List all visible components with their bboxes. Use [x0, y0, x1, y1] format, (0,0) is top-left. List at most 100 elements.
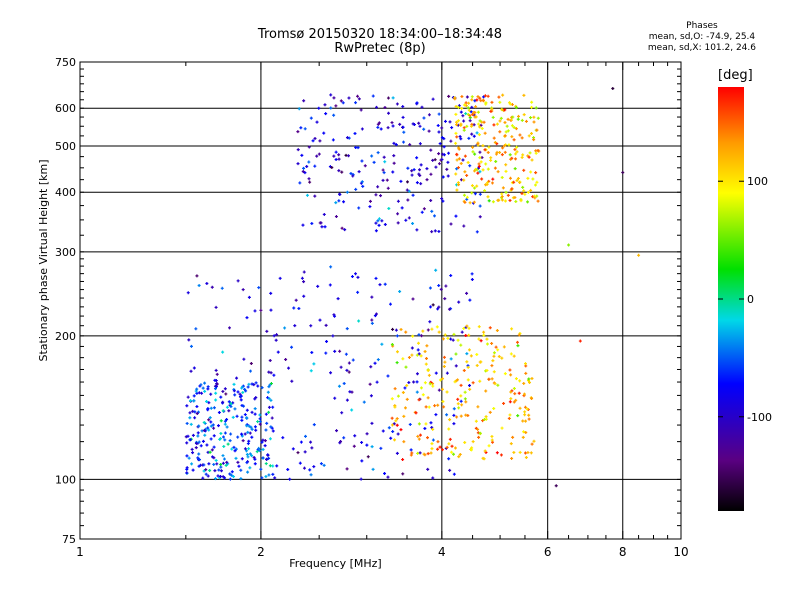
data-point	[509, 373, 513, 377]
data-point	[284, 358, 288, 362]
data-point	[228, 439, 232, 443]
data-point	[377, 217, 381, 221]
data-point	[401, 115, 405, 119]
data-point	[480, 126, 484, 130]
y-tick-label: 200	[55, 330, 76, 343]
data-point	[298, 461, 302, 465]
data-point	[494, 160, 498, 164]
data-point	[329, 106, 333, 110]
data-point	[356, 94, 360, 98]
data-point	[486, 167, 490, 171]
data-point	[245, 452, 249, 456]
data-point	[514, 377, 518, 381]
data-point	[465, 360, 469, 364]
data-point	[511, 435, 515, 439]
data-point	[455, 415, 459, 419]
data-point	[215, 462, 219, 466]
data-point	[477, 133, 481, 137]
plot-frame	[79, 61, 682, 540]
phase-stats-heading: Phases	[686, 21, 718, 31]
data-point	[302, 99, 306, 103]
data-point	[196, 434, 200, 438]
data-point	[507, 416, 511, 420]
data-point	[224, 392, 228, 396]
data-point	[221, 409, 225, 413]
data-point	[533, 183, 537, 187]
data-point	[239, 468, 243, 472]
data-point	[365, 443, 369, 447]
data-point	[499, 453, 503, 457]
data-point	[487, 444, 491, 448]
data-point	[452, 422, 456, 426]
data-point	[212, 406, 216, 410]
data-point	[506, 193, 510, 197]
data-point	[258, 420, 262, 424]
data-point	[186, 434, 190, 438]
data-point	[361, 184, 365, 188]
data-point	[267, 370, 271, 374]
data-point	[455, 188, 459, 192]
chart-title-line1: Tromsø 20150320 18:34:00–18:34:48	[257, 27, 503, 42]
data-point	[411, 297, 415, 301]
data-point	[477, 435, 481, 439]
data-point	[521, 419, 525, 423]
data-point	[443, 360, 447, 364]
data-point	[486, 150, 490, 154]
data-point	[467, 101, 471, 105]
data-point	[272, 334, 276, 338]
x-tick-label: 4	[438, 545, 446, 559]
data-point	[428, 320, 432, 324]
data-point	[452, 332, 456, 336]
data-point	[245, 416, 249, 420]
data-point	[402, 130, 406, 134]
data-point	[252, 455, 256, 459]
data-point	[222, 444, 226, 448]
data-point	[485, 337, 489, 341]
data-point	[351, 174, 355, 178]
data-point	[441, 399, 445, 403]
data-point	[376, 185, 380, 189]
data-point	[334, 158, 338, 162]
data-point	[203, 381, 207, 385]
data-point	[524, 419, 528, 423]
data-point	[415, 101, 419, 105]
data-point	[510, 124, 514, 128]
data-point	[296, 148, 300, 152]
data-point	[611, 86, 615, 90]
y-tick-label: 500	[55, 140, 76, 153]
data-point	[360, 459, 364, 463]
data-point	[395, 423, 399, 427]
data-point	[296, 162, 300, 166]
data-point	[207, 418, 211, 422]
data-point	[332, 113, 336, 117]
data-point	[383, 160, 387, 164]
data-point	[475, 352, 479, 356]
data-point	[309, 440, 313, 444]
data-point	[401, 458, 405, 462]
data-point	[290, 379, 294, 383]
data-point	[227, 400, 231, 404]
data-point	[514, 157, 518, 161]
data-point	[350, 408, 354, 412]
data-point	[357, 170, 361, 174]
data-point	[429, 172, 433, 176]
data-point	[431, 384, 435, 388]
data-point	[345, 398, 349, 402]
data-point	[530, 100, 534, 104]
data-point	[258, 449, 262, 453]
data-point	[395, 334, 399, 338]
data-point	[240, 457, 244, 461]
data-point	[479, 339, 483, 343]
data-point	[269, 382, 273, 386]
data-point	[405, 188, 409, 192]
data-point	[404, 330, 408, 334]
data-point	[514, 127, 518, 131]
data-point	[216, 474, 220, 478]
x-tick-label: 1	[76, 545, 84, 559]
data-point	[294, 298, 298, 302]
y-tick-label: 75	[62, 533, 76, 546]
data-point	[370, 318, 374, 322]
data-point	[411, 334, 415, 338]
data-point	[221, 461, 225, 465]
data-point	[522, 392, 526, 396]
